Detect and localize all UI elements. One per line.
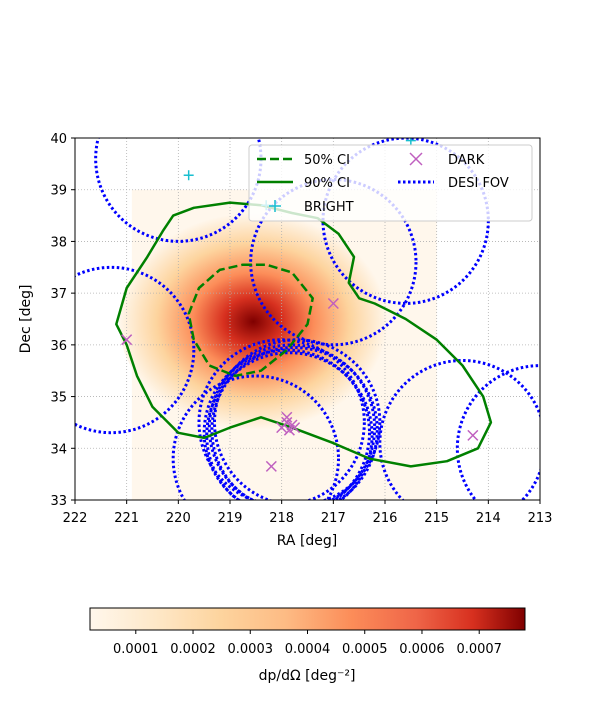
plot-clip	[75, 138, 540, 500]
colorbar: 0.0001 0.0002 0.0003 0.0004 0.0005 0.0006 0.00…	[89, 607, 526, 684]
colorbar-tick-label: 0.0005	[342, 642, 388, 657]
fov-circle	[213, 338, 382, 500]
fov-circle	[207, 343, 377, 500]
legend-box	[248, 144, 533, 222]
dark-target-diag2	[467, 429, 479, 441]
dark-target-diag2	[289, 422, 301, 434]
y-tick-label: 36	[50, 339, 67, 354]
legend-ci50-label: 50% CI	[304, 153, 350, 168]
ci50-contour	[187, 263, 314, 378]
dark-target-diag2	[121, 334, 133, 346]
dark-target-diag2	[265, 460, 277, 472]
dark-target-marker	[121, 334, 133, 346]
fov-circle	[75, 265, 196, 435]
dark-target-marker	[467, 429, 479, 441]
y-tick-label: 34	[50, 442, 67, 457]
y-tick-label: 35	[50, 391, 67, 406]
y-tick-label: 37	[50, 287, 67, 302]
x-tick-label: 215	[424, 511, 449, 526]
x-tick-label: 216	[373, 511, 398, 526]
y-axis-label: Dec [deg]	[18, 285, 34, 354]
colorbar-label: dp/dΩ [deg⁻²]	[259, 668, 356, 684]
x-axis-ticks: 222 221 220 219 218 217 216 215 214 213	[63, 500, 553, 526]
heatmap-peak	[118, 213, 388, 431]
dark-target-marker	[283, 424, 295, 436]
colorbar-ticks: 0.0001 0.0002 0.0003 0.0004 0.0005 0.0006 0.00…	[113, 630, 502, 657]
y-tick-label: 39	[50, 184, 67, 199]
fov-circle	[197, 338, 366, 500]
colorbar-tick-label: 0.0004	[285, 642, 331, 657]
colorbar-tick-label: 0.0007	[456, 642, 502, 657]
x-tick-label: 213	[528, 511, 553, 526]
dark-target-marker	[289, 422, 301, 434]
legend-bright-label: BRIGHT	[304, 200, 354, 215]
dark-target-diag2	[327, 297, 339, 310]
fov-circle	[205, 351, 374, 500]
x-tick-label: 222	[63, 511, 88, 526]
colorbar-tick-label: 0.0006	[399, 642, 445, 657]
x-tick-label: 220	[166, 511, 191, 526]
legend: 50% CI 90% CI BRIGHT DARK DESI FOV	[248, 144, 533, 222]
dark-target-marker	[281, 411, 293, 423]
y-tick-label: 40	[50, 132, 67, 147]
y-axis-ticks: 33 34 35 36 37 38 39 40	[50, 132, 75, 509]
colorbar-bar	[89, 607, 526, 631]
x-tick-label: 217	[321, 511, 346, 526]
legend-ci90-label: 90% CI	[304, 176, 350, 191]
colorbar-tick-label: 0.0001	[113, 642, 159, 657]
fov-circle	[202, 348, 371, 500]
bright-target-marker	[405, 138, 416, 146]
heatmap-layer	[118, 189, 437, 500]
bright-target-marker	[183, 170, 194, 181]
dark-target-diag2	[281, 411, 293, 423]
x-tick-label: 219	[218, 511, 243, 526]
dark-target-marker	[276, 422, 288, 434]
fov-circle	[210, 346, 379, 500]
legend-dark-label: DARK	[448, 153, 485, 168]
plot-frame	[74, 137, 541, 501]
fov-circle	[249, 177, 418, 347]
y-tick-label: 38	[50, 235, 67, 250]
x-axis-label: RA [deg]	[277, 533, 338, 549]
colorbar-tick-label: 0.0002	[170, 642, 216, 657]
legend-dark-marker	[409, 152, 423, 166]
dark-target-diag2	[276, 422, 288, 434]
dark-target-marker	[265, 460, 277, 472]
dark-target-diag2	[283, 424, 295, 436]
colorbar-tick-label: 0.0003	[228, 642, 274, 657]
ci90-contour	[115, 201, 493, 468]
x-tick-label: 214	[476, 511, 501, 526]
legend-bright-marker	[269, 200, 281, 212]
legend-fov-label: DESI FOV	[448, 176, 509, 191]
y-tick-label: 33	[50, 494, 67, 509]
dark-target-marker	[327, 297, 339, 310]
ci-layer	[115, 201, 493, 468]
x-tick-label: 221	[114, 511, 139, 526]
x-tick-label: 218	[269, 511, 294, 526]
fov-circle	[171, 374, 340, 500]
